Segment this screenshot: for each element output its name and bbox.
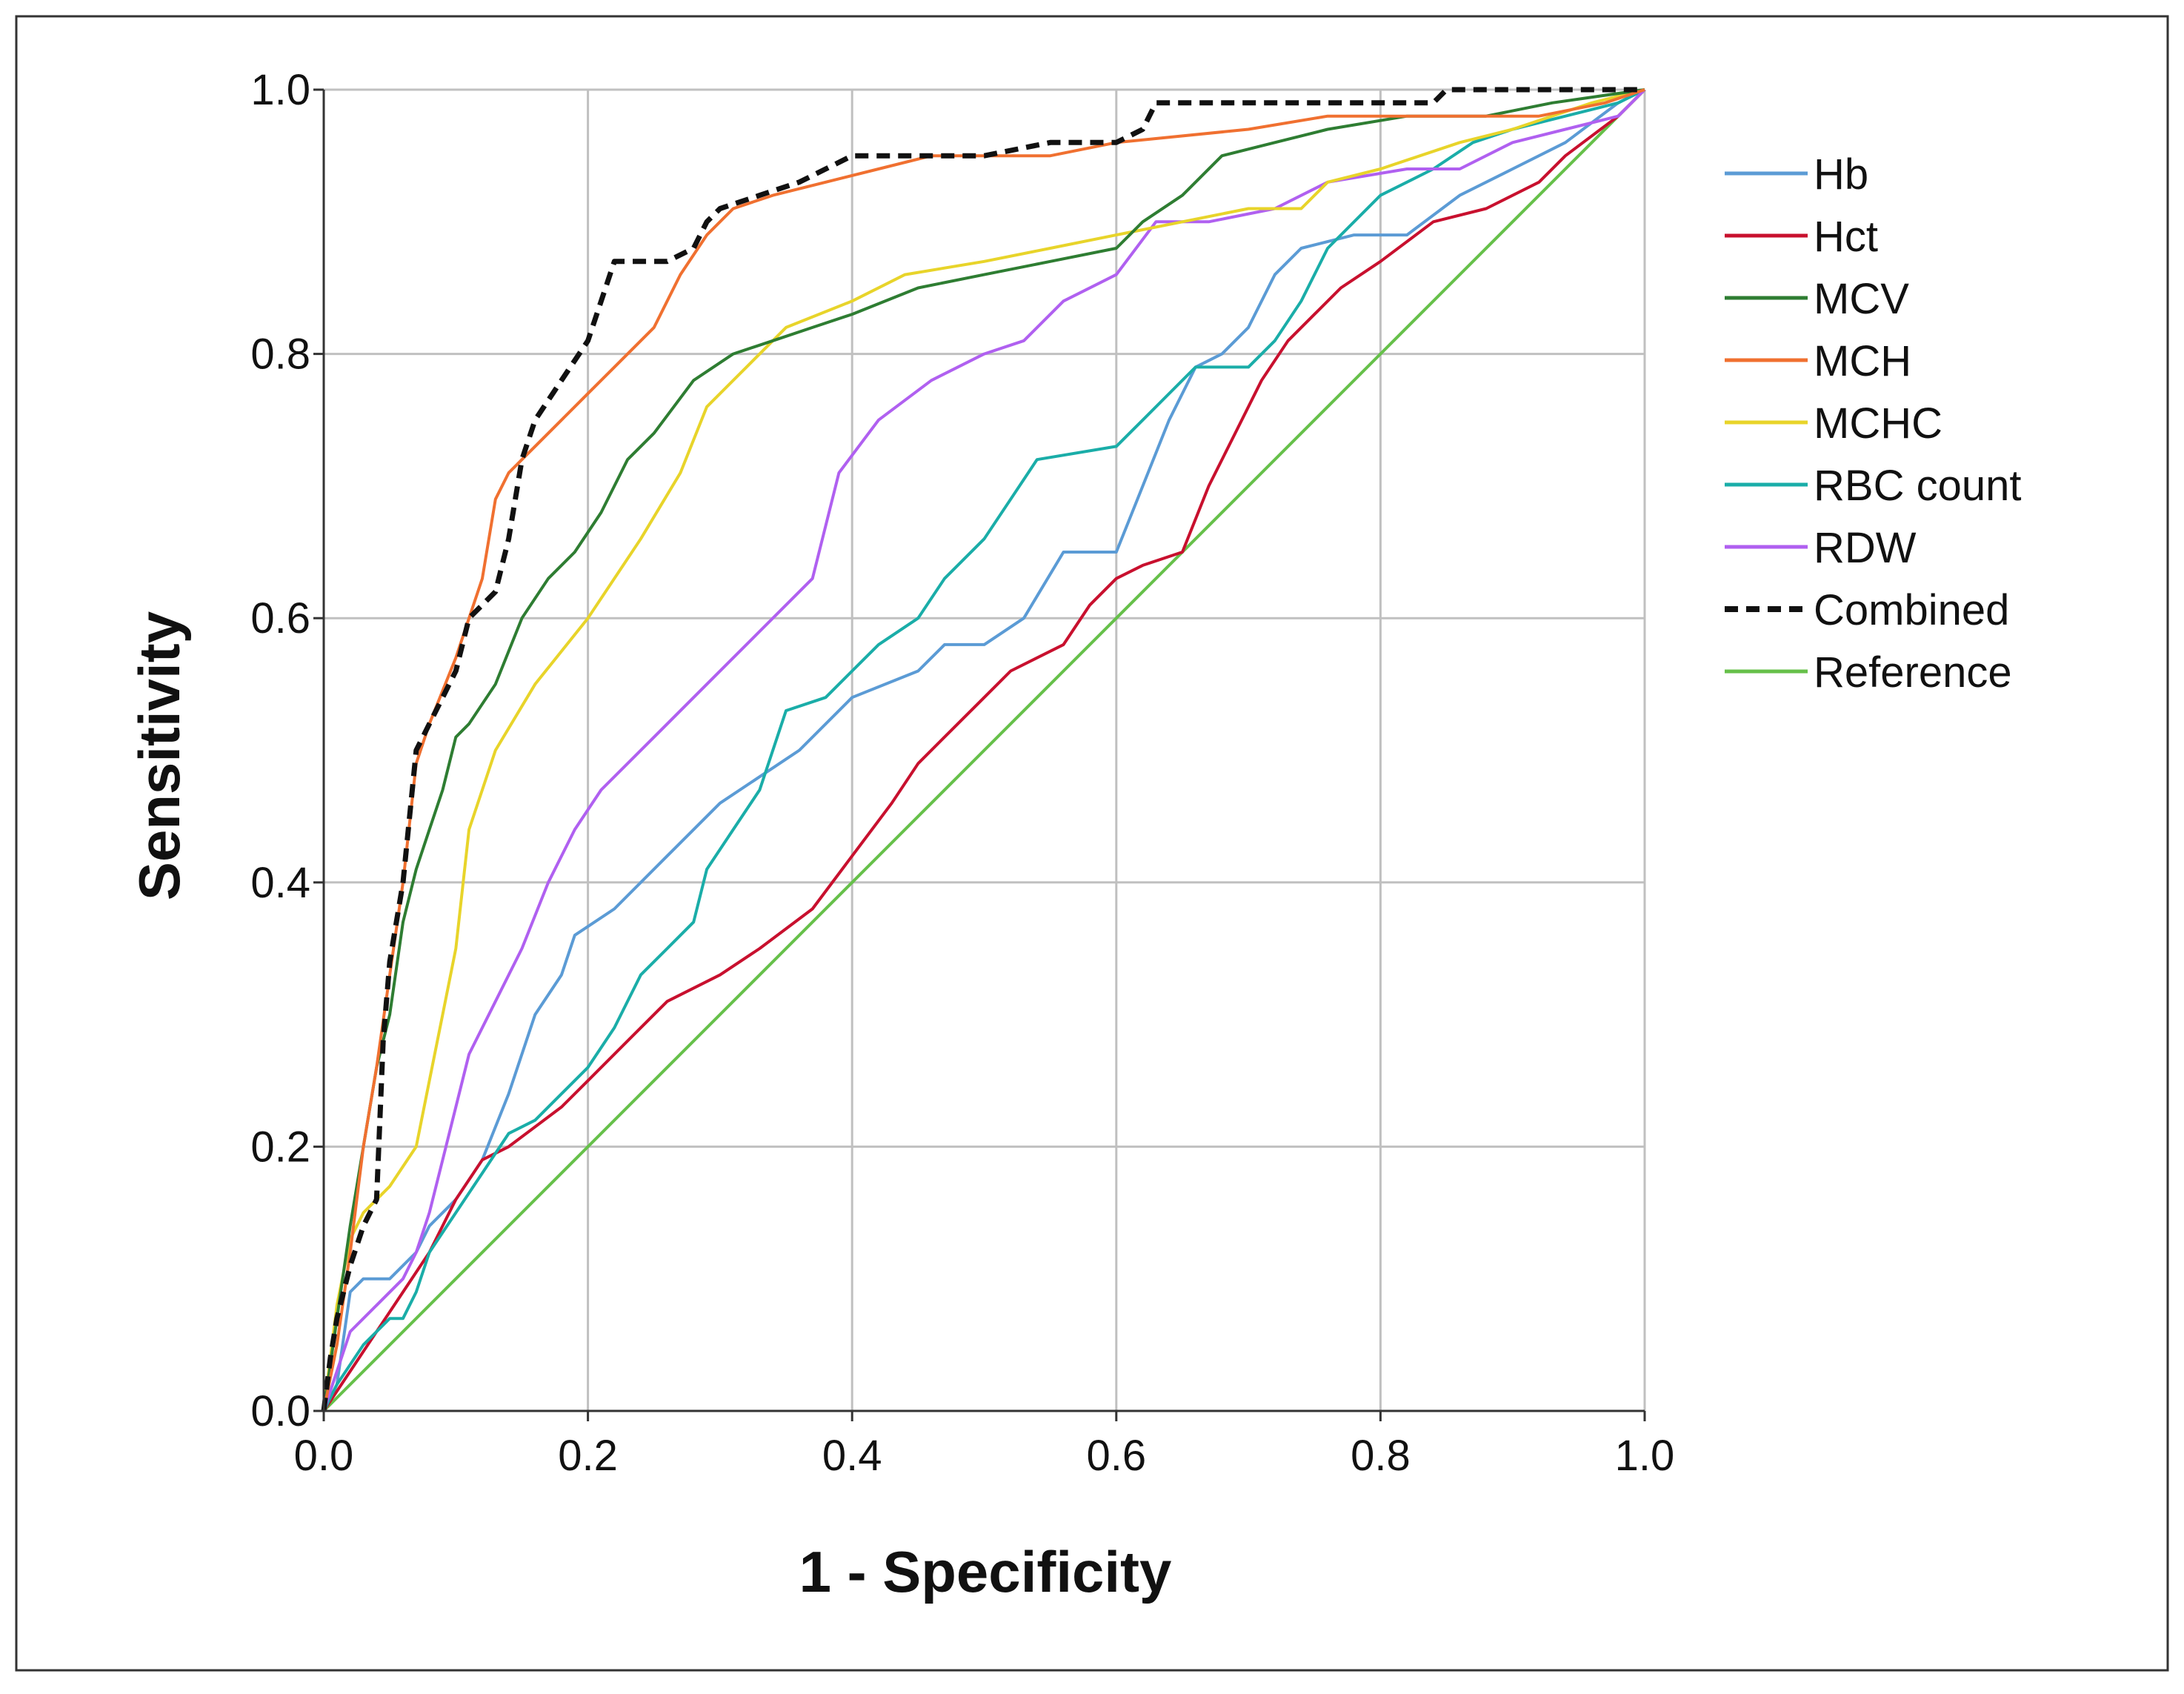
x-tick-label: 0.8	[1351, 1432, 1411, 1480]
tick-labels: 0.0 0.2 0.4 0.6 0.8 1.0 0.0 0.2 0.4 0.6 0.8 1.0	[250, 66, 1674, 1480]
x-tick-label: 0.0	[294, 1432, 354, 1480]
legend-label: MCH	[1814, 337, 1911, 385]
legend-label: RDW	[1814, 524, 1917, 572]
x-tick-label: 1.0	[1615, 1432, 1675, 1480]
y-tick-label: 0.8	[250, 331, 310, 379]
y-tick-label: 1.0	[250, 66, 310, 114]
legend: Hb Hct MCV MCH MCHC RBC count RDW Combined Refer…	[1725, 150, 2021, 697]
y-tick-label: 0.2	[250, 1123, 310, 1171]
y-tick-label: 0.0	[250, 1387, 310, 1435]
axes	[313, 88, 1646, 1421]
series-line-mchc	[322, 88, 1645, 1412]
y-axis-title: Sensitivity	[127, 611, 192, 900]
legend-label: Hb	[1814, 150, 1868, 199]
legend-label: Combined	[1814, 586, 2009, 634]
chart-frame	[15, 15, 2169, 1672]
series-line-combined	[321, 87, 1645, 1412]
y-tick-label: 0.6	[250, 594, 310, 642]
legend-label: RBC count	[1814, 462, 2021, 510]
legend-label: MCV	[1814, 275, 1909, 323]
x-tick-label: 0.6	[1086, 1432, 1146, 1480]
y-tick-label: 0.4	[250, 859, 310, 907]
series-line-hct	[322, 88, 1646, 1412]
series-line-reference	[322, 88, 1646, 1412]
series-line-hb	[322, 88, 1645, 1412]
legend-label: Hct	[1814, 213, 1878, 261]
x-tick-label: 0.4	[822, 1432, 882, 1480]
legend-label: Reference	[1814, 648, 2012, 697]
x-axis-title: 1 - Specificity	[799, 1539, 1172, 1604]
series-line-mcv	[322, 88, 1645, 1412]
series-layer	[321, 87, 1646, 1412]
x-tick-label: 0.2	[558, 1432, 618, 1480]
series-line-rbc-count	[322, 88, 1645, 1412]
legend-label: MCHC	[1814, 399, 1942, 448]
